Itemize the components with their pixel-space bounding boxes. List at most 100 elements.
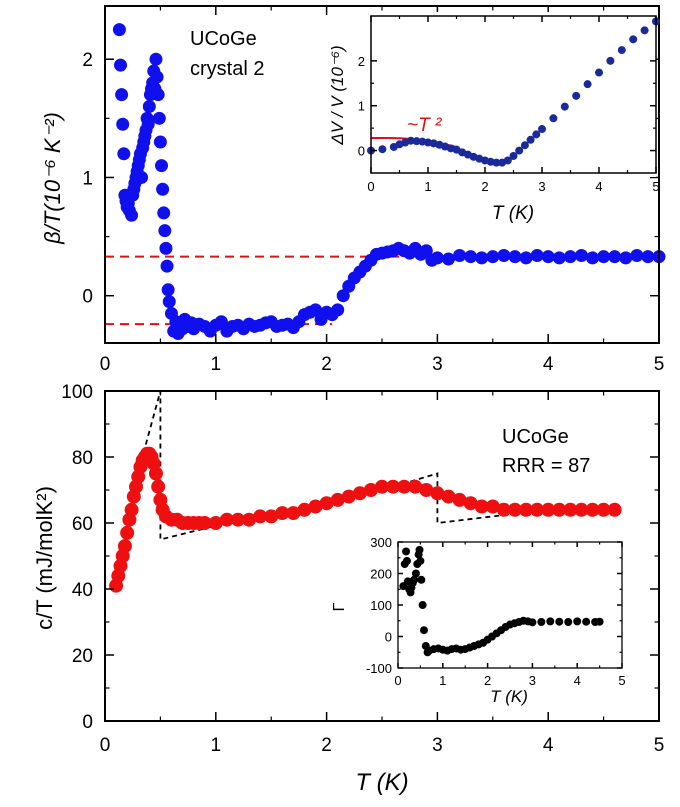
top-inset-point — [606, 56, 615, 65]
bottom-main-point — [585, 502, 600, 517]
bottom-inset-point — [417, 575, 426, 584]
bottom-main-point — [519, 502, 534, 517]
bottom-main-point — [386, 479, 401, 494]
bottom-inset-point — [582, 617, 591, 626]
bottom-inset-point — [528, 618, 537, 627]
top-main-point — [530, 248, 544, 262]
top-inset-point — [595, 68, 603, 77]
bottom-inset-point — [402, 547, 411, 556]
x-tick-label: 1 — [439, 673, 446, 688]
top-main-point — [519, 251, 533, 265]
top-main-point — [214, 315, 228, 329]
y-tick-label: 1 — [358, 99, 365, 114]
top-main-point — [162, 295, 176, 309]
top-inset-point — [378, 145, 387, 154]
y-tick-label: 0 — [82, 712, 93, 733]
bottom-inset-point — [555, 617, 564, 626]
x-tick-label: 1 — [211, 354, 222, 375]
top-inset-point — [492, 158, 501, 167]
x-tick-label: 0 — [367, 179, 374, 194]
x-tick-label: 0 — [100, 735, 111, 756]
bottom-main-point — [330, 492, 345, 507]
top-main-point — [117, 147, 131, 161]
top-inset-point — [640, 26, 649, 35]
bottom-inset-point — [419, 626, 428, 635]
top-main-point — [116, 117, 130, 131]
y-tick-label: 80 — [72, 448, 93, 469]
bottom-annotation-material: UCoGe — [502, 426, 569, 448]
x-tick-label: 4 — [543, 735, 554, 756]
bottom-main-point — [319, 496, 334, 511]
y-tick-label: 100 — [370, 598, 392, 613]
bottom-main-point — [530, 502, 545, 517]
bottom-main-point — [242, 512, 257, 527]
top-main-point — [630, 248, 644, 262]
bottom-main-point — [607, 502, 622, 517]
bottom-main-point — [574, 502, 589, 517]
top-inset-point — [617, 46, 626, 55]
top-main-point — [112, 23, 126, 37]
y-tick-label: 40 — [72, 580, 93, 601]
bottom-main-point — [596, 502, 611, 517]
bottom-main-point — [286, 506, 301, 521]
y-tick-label: 100 — [61, 382, 93, 403]
bottom-main-point — [474, 499, 489, 514]
bottom-main-point — [441, 489, 456, 504]
top-main-point — [309, 303, 323, 317]
bottom-inset-data-markers — [399, 545, 604, 657]
bottom-main-point — [552, 502, 567, 517]
top-inset-axis-ticks: 0 1 2 3 4 5 0 1 2 — [358, 16, 660, 194]
bottom-data-markers — [109, 446, 622, 593]
top-main-point — [158, 224, 172, 238]
bottom-inset-point — [537, 618, 546, 627]
bottom-main-point — [208, 516, 223, 530]
bottom-main-point — [297, 502, 312, 517]
x-tick-label: 5 — [654, 735, 665, 756]
x-tick-label: 4 — [574, 673, 581, 688]
bottom-inset-point — [546, 617, 555, 626]
top-inset-point — [503, 156, 512, 165]
bottom-main-point — [120, 525, 135, 540]
x-tick-label: 3 — [432, 735, 443, 756]
top-inset-point — [406, 136, 415, 145]
top-main-point — [142, 100, 156, 114]
top-main-point — [135, 170, 149, 184]
bottom-main-point — [363, 483, 378, 497]
top-main-point — [331, 303, 345, 317]
top-main-point — [552, 251, 566, 265]
bottom-main-point — [563, 502, 578, 517]
bottom-inset-x-axis-label: T (K) — [490, 687, 528, 706]
bottom-main-point — [352, 486, 367, 501]
bottom-main-point — [419, 483, 434, 497]
bottom-main-point — [397, 479, 412, 494]
bottom-main-point — [341, 489, 356, 504]
top-inset-background — [368, 12, 656, 177]
y-tick-label: 0 — [385, 630, 392, 645]
top-inset-point — [629, 35, 638, 44]
x-tick-label: 1 — [211, 735, 222, 756]
bottom-inset-point — [416, 556, 425, 565]
bottom-x-axis-label: T (K) — [355, 769, 408, 796]
top-inset-point — [583, 80, 592, 89]
y-tick-label: 20 — [72, 646, 93, 667]
top-inset-fit-label: ~T ² — [407, 115, 442, 136]
top-main-point — [608, 250, 622, 264]
top-main-point — [156, 182, 170, 196]
y-tick-label: 1 — [82, 168, 93, 189]
top-main-point — [486, 250, 500, 264]
bottom-inset-point — [573, 617, 582, 626]
top-main-point — [114, 58, 128, 72]
top-inset-y-axis-label: ΔV / V (10⁻⁶) — [328, 45, 347, 145]
top-main-point — [541, 250, 555, 264]
top-main-point — [115, 88, 129, 102]
bottom-main-point — [219, 512, 234, 527]
top-main-point — [464, 250, 478, 264]
top-inset-point — [515, 146, 524, 155]
top-main-point — [160, 259, 174, 273]
x-tick-label: 2 — [481, 179, 488, 194]
top-y-axis-label: β/T(10⁻⁶ K⁻²) — [40, 112, 65, 245]
bottom-main-point — [463, 496, 478, 511]
